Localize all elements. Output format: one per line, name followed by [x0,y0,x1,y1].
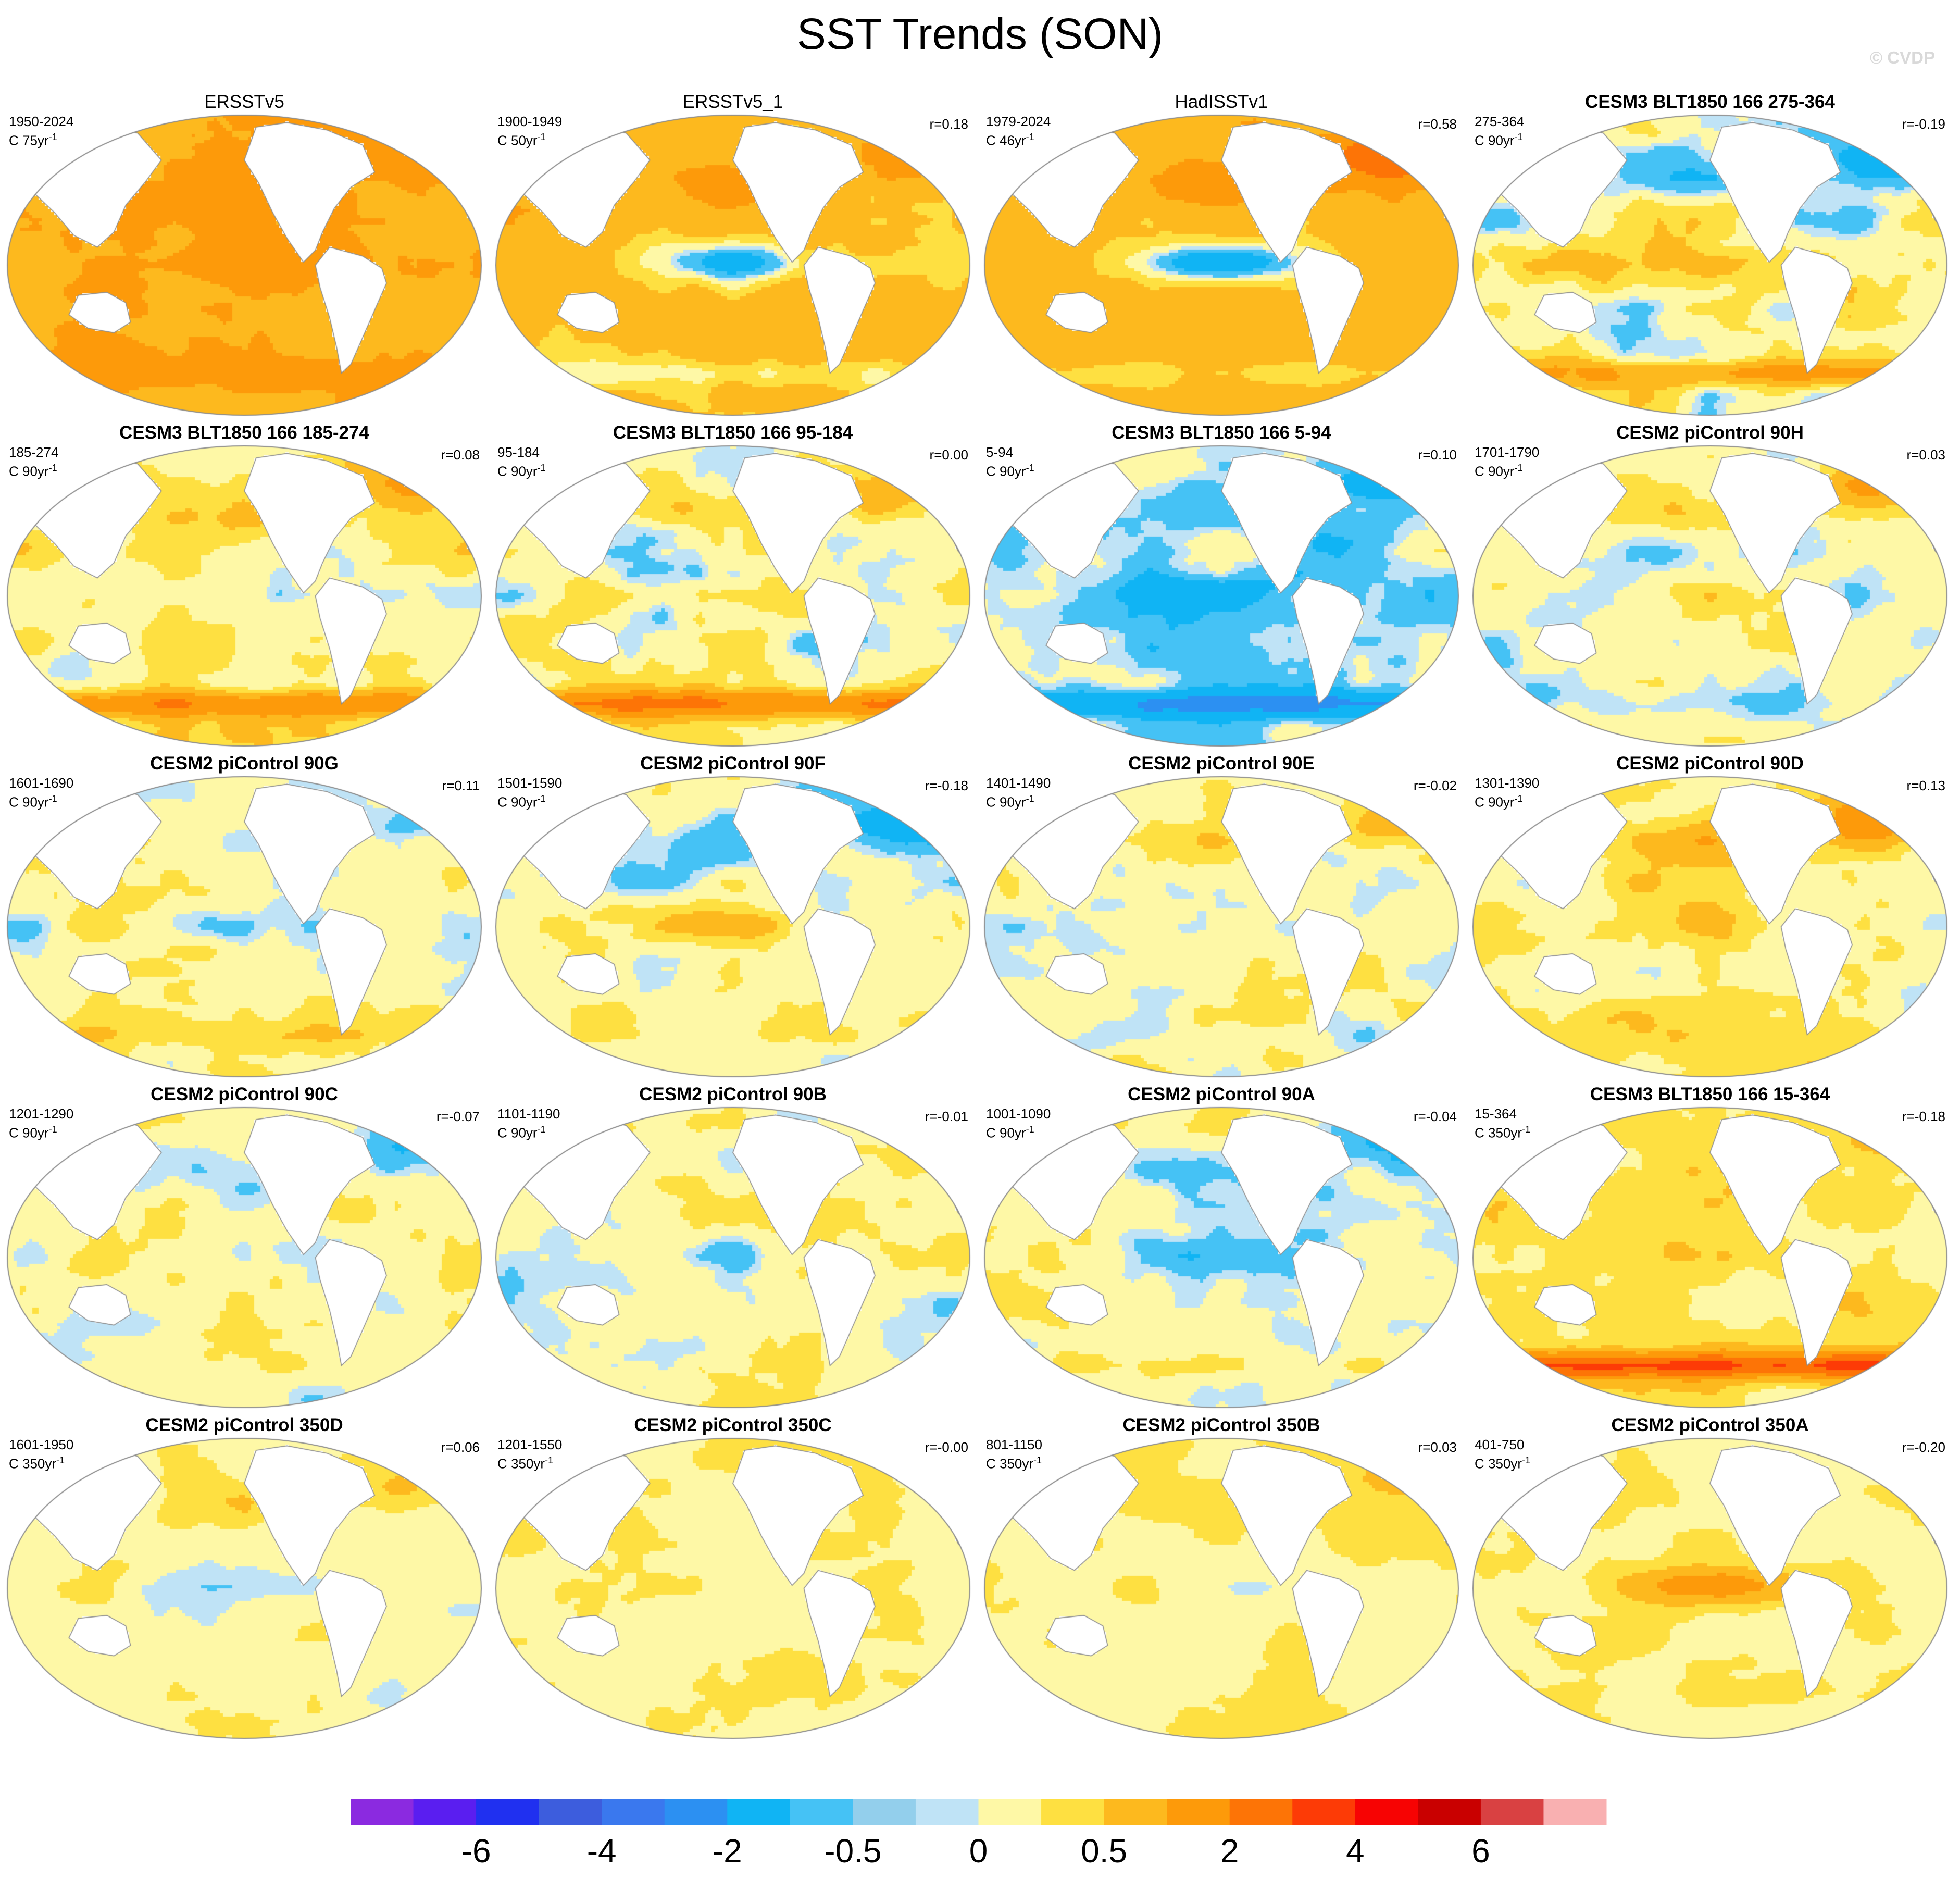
map-panel: HadISSTv11979-2024C 46yr-1r=0.58 [977,91,1466,419]
sst-trend-map [4,1104,484,1411]
colorbar-tick-label: -0.5 [824,1832,881,1870]
sst-trend-map [981,112,1462,418]
panel-title: CESM2 piControl 350A [1611,1415,1809,1435]
colorbar-tick-label: 4 [1346,1832,1365,1870]
copyright-watermark: © CVDP [1869,48,1935,67]
panel-title: CESM3 BLT1850 166 95-184 [613,422,853,443]
panel-title: CESM3 BLT1850 166 185-274 [119,422,369,443]
sst-trend-map [1470,1435,1950,1742]
panel-title: ERSSTv5 [204,92,284,112]
sst-trend-map [493,112,973,418]
sst-trend-map [4,774,484,1080]
panel-title: CESM2 piControl 90H [1616,422,1804,443]
panel-title: CESM2 piControl 90F [640,753,826,774]
sst-trend-map [981,1435,1462,1742]
map-panel: CESM2 piControl 350C1201-1550C 350yr-1r=… [489,1414,977,1743]
colorbar-swatch [602,1799,665,1825]
colorbar-swatch [1543,1799,1607,1825]
sst-trend-map [4,443,484,749]
map-panel: ERSSTv5_11900-1949C 50yr-1r=0.18 [489,91,977,419]
sst-trend-map [981,1104,1462,1411]
colorbar-svg: -6 -4 -2 -0.5 0 0.5 2 4 6 [351,1799,1607,1870]
colorbar-tick-label: 0.5 [1081,1832,1127,1870]
panel-title: CESM2 piControl 350D [145,1415,343,1435]
panel-title: CESM2 piControl 90B [639,1084,827,1104]
sst-trend-map [1470,443,1950,749]
colorbar-swatch [664,1799,728,1825]
map-panel: CESM3 BLT1850 166 5-945-94C 90yr-1r=0.10 [977,422,1466,750]
colorbar-swatch [1041,1799,1105,1825]
panel-title: ERSSTv5_1 [682,92,783,112]
map-panel: CESM2 piControl 90E1401-1490C 90yr-1r=-0… [977,753,1466,1081]
map-panel: CESM2 piControl 90C1201-1290C 90yr-1r=-0… [0,1084,489,1412]
colorbar-swatch [539,1799,602,1825]
colorbar-tick-label: -2 [713,1832,742,1870]
panel-title: CESM3 BLT1850 166 275-364 [1585,92,1835,112]
colorbar-swatch [1229,1799,1293,1825]
colorbar-swatch [790,1799,853,1825]
colorbar-swatch [978,1799,1042,1825]
sst-trend-map [493,1435,973,1742]
sst-trend-map [1470,112,1950,418]
colorbar-swatch [476,1799,540,1825]
sst-trend-map [1470,774,1950,1080]
map-panel: CESM2 piControl 90B1101-1190C 90yr-1r=-0… [489,1084,977,1412]
map-panel: CESM2 piControl 90A1001-1090C 90yr-1r=-0… [977,1084,1466,1412]
colorbar-swatch [351,1799,414,1825]
map-panel: ERSSTv51950-2024C 75yr-1 [0,91,489,419]
sst-trend-map [493,443,973,749]
map-panel: CESM2 piControl 350A401-750C 350yr-1r=-0… [1466,1414,1954,1743]
colorbar-swatch [853,1799,916,1825]
map-panel: CESM2 piControl 90F1501-1590C 90yr-1r=-0… [489,753,977,1081]
colorbar-swatch [727,1799,791,1825]
colorbar-swatch [413,1799,477,1825]
sst-trend-map [4,112,484,418]
panel-title: HadISSTv1 [1175,92,1268,112]
sst-trend-map [493,774,973,1080]
panel-title: CESM2 piControl 350B [1122,1415,1320,1435]
map-panel: CESM2 piControl 90G1601-1690C 90yr-1r=0.… [0,753,489,1081]
panel-title: CESM2 piControl 90E [1128,753,1315,774]
colorbar-swatch [1418,1799,1481,1825]
colorbar-tick-label: -4 [587,1832,617,1870]
panel-title: CESM2 piControl 350C [634,1415,832,1435]
colorbar-swatch [1292,1799,1356,1825]
sst-trend-map [4,1435,484,1742]
map-panel-grid: ERSSTv51950-2024C 75yr-1ERSSTv5_11900-19… [0,91,1954,1743]
sst-trend-map [981,443,1462,749]
panel-title: CESM2 piControl 90A [1128,1084,1315,1104]
sst-trend-map [1470,1104,1950,1411]
panel-title: CESM2 piControl 90D [1616,753,1804,774]
colorbar-swatch [1167,1799,1230,1825]
colorbar-swatch [1480,1799,1544,1825]
map-panel: CESM2 piControl 350D1601-1950C 350yr-1r=… [0,1414,489,1743]
map-panel: CESM2 piControl 90D1301-1390C 90yr-1r=0.… [1466,753,1954,1081]
panel-title: CESM2 piControl 90G [150,753,339,774]
colorbar-swatch [1355,1799,1418,1825]
colorbar: -6 -4 -2 -0.5 0 0.5 2 4 6 [0,1792,1960,1878]
sst-trend-map [493,1104,973,1411]
colorbar-swatch [915,1799,979,1825]
figure-title: SST Trends (SON) [796,9,1164,58]
colorbar-tick-label: 6 [1471,1832,1490,1870]
panel-title: CESM3 BLT1850 166 15-364 [1590,1084,1830,1104]
map-panel: CESM2 piControl 350B801-1150C 350yr-1r=0… [977,1414,1466,1743]
colorbar-tick-label: -6 [461,1832,491,1870]
colorbar-tick-label: 0 [969,1832,988,1870]
colorbar-swatch [1104,1799,1167,1825]
panel-title: CESM3 BLT1850 166 5-94 [1112,422,1331,443]
sst-trend-map [981,774,1462,1080]
map-panel: CESM2 piControl 90H1701-1790C 90yr-1r=0.… [1466,422,1954,750]
panel-title: CESM2 piControl 90C [151,1084,338,1104]
colorbar-tick-label: 2 [1220,1832,1239,1870]
